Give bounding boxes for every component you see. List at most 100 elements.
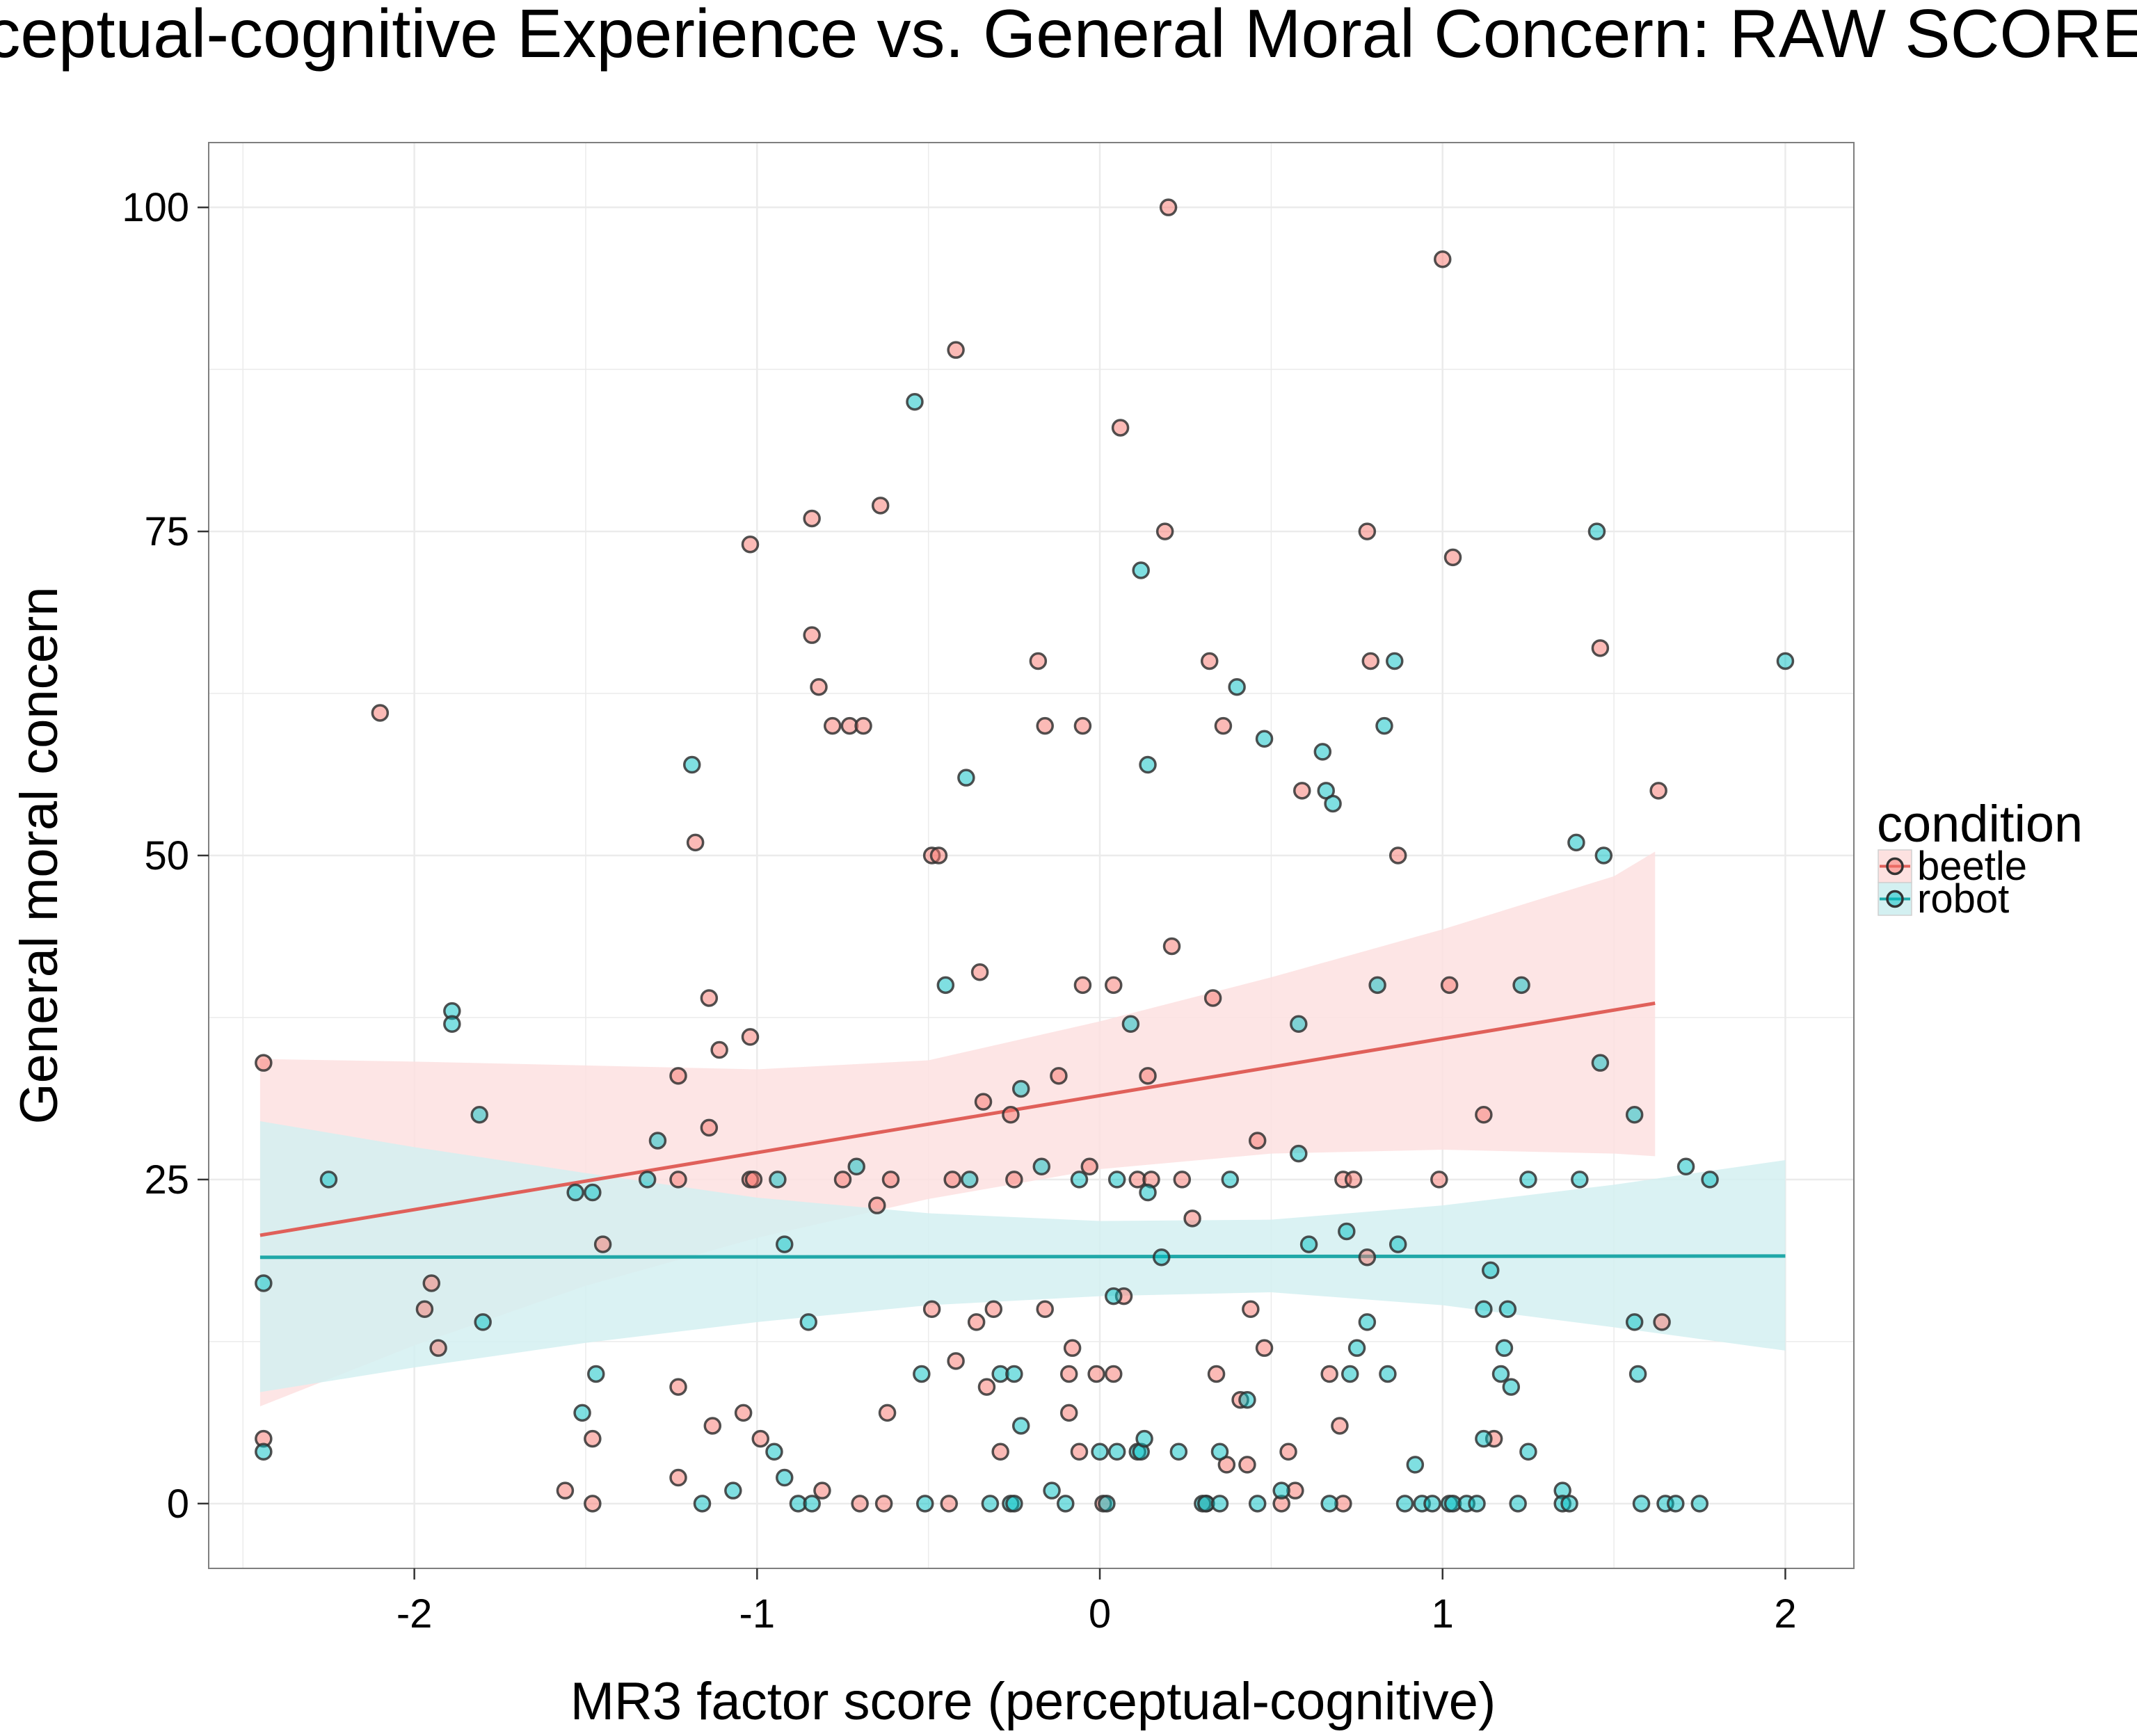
data-point-robot <box>587 1365 605 1383</box>
data-point-robot <box>1005 1365 1023 1383</box>
data-point-beetle <box>803 626 821 644</box>
data-point-beetle <box>1475 1105 1493 1124</box>
data-point-beetle <box>1242 1300 1260 1319</box>
data-point-beetle <box>1203 989 1222 1007</box>
x-axis-title: MR3 factor score (perceptual-cognitive) <box>570 1672 1496 1731</box>
data-point-beetle <box>669 1067 687 1085</box>
regression-lines <box>259 1001 1786 1260</box>
regression-line-robot <box>259 1254 1786 1260</box>
data-point-robot <box>906 392 924 411</box>
data-point-beetle <box>1361 652 1380 670</box>
data-point-robot <box>803 1495 821 1513</box>
data-point-beetle <box>854 716 872 735</box>
data-point-beetle <box>751 1429 770 1448</box>
data-points <box>255 198 1795 1513</box>
data-point-robot <box>1491 1365 1510 1383</box>
x-tick-label: 1 <box>1432 1591 1454 1637</box>
data-point-beetle <box>929 846 948 865</box>
data-point-robot <box>724 1481 742 1500</box>
data-point-beetle <box>1430 1171 1448 1189</box>
data-point-beetle <box>947 1352 965 1370</box>
data-point-beetle <box>744 1171 763 1189</box>
data-point-robot <box>1248 1495 1267 1513</box>
data-point-beetle <box>878 1404 897 1422</box>
data-point-beetle <box>669 1468 687 1487</box>
data-point-robot <box>765 1442 783 1461</box>
data-point-beetle <box>686 833 705 852</box>
data-point-beetle <box>1173 1171 1192 1189</box>
x-tick-label: 0 <box>1089 1591 1111 1637</box>
data-point-robot <box>1358 1313 1377 1331</box>
data-point-robot <box>1210 1442 1229 1461</box>
data-point-robot <box>1676 1157 1695 1176</box>
data-point-beetle <box>1162 937 1181 956</box>
data-point-robot <box>981 1495 1000 1513</box>
data-point-robot <box>1290 1015 1308 1034</box>
data-point-robot <box>682 755 701 774</box>
data-point-robot <box>1423 1495 1441 1513</box>
data-point-beetle <box>1063 1339 1082 1357</box>
data-point-beetle <box>833 1171 852 1189</box>
data-point-robot <box>1591 1054 1610 1072</box>
data-point-robot <box>573 1404 591 1422</box>
data-point-beetle <box>881 1171 900 1189</box>
data-point-robot <box>1139 755 1157 774</box>
data-point-robot <box>1495 1339 1514 1357</box>
data-point-beetle <box>1248 1132 1267 1150</box>
data-point-robot <box>1512 976 1530 995</box>
data-point-robot <box>916 1495 934 1513</box>
data-point-beetle <box>947 341 965 359</box>
data-point-beetle <box>1591 639 1610 657</box>
data-point-robot <box>693 1495 712 1513</box>
data-point-beetle <box>810 677 828 696</box>
data-point-beetle <box>741 535 760 554</box>
data-point-robot <box>1587 522 1606 540</box>
data-point-beetle <box>1279 1442 1297 1461</box>
data-point-beetle <box>1649 782 1667 800</box>
data-point-robot <box>776 1235 794 1253</box>
data-point-beetle <box>868 1196 886 1214</box>
data-point-beetle <box>1111 419 1130 437</box>
data-point-robot <box>1475 1429 1493 1448</box>
data-point-robot <box>1169 1442 1188 1461</box>
data-point-beetle <box>1036 1300 1054 1319</box>
data-point-beetle <box>1105 976 1123 995</box>
data-point-beetle <box>1050 1067 1068 1085</box>
data-point-beetle <box>1214 716 1233 735</box>
data-point-robot <box>1313 743 1332 761</box>
data-point-beetle <box>556 1481 575 1500</box>
data-point-beetle <box>967 1313 986 1331</box>
data-point-robot <box>1139 1183 1157 1202</box>
data-point-robot <box>1379 1365 1397 1383</box>
y-tick-label: 100 <box>122 185 189 230</box>
x-tick-label: -1 <box>739 1591 776 1637</box>
data-point-beetle <box>871 497 890 515</box>
data-point-robot <box>1481 1261 1500 1280</box>
data-point-robot <box>474 1313 492 1331</box>
data-point-robot <box>1632 1495 1651 1513</box>
data-point-robot <box>638 1171 657 1189</box>
y-tick-label: 75 <box>144 509 189 554</box>
data-point-beetle <box>1155 522 1174 540</box>
y-tick-label: 25 <box>144 1157 189 1203</box>
data-point-robot <box>1070 1171 1089 1189</box>
data-point-robot <box>1098 1495 1116 1513</box>
data-point-robot <box>1386 652 1404 670</box>
data-point-beetle <box>429 1339 447 1357</box>
data-point-robot <box>1043 1481 1061 1500</box>
data-point-robot <box>1324 794 1342 813</box>
data-point-beetle <box>1434 250 1452 268</box>
data-point-beetle <box>974 1093 993 1111</box>
data-point-beetle <box>1059 1365 1078 1383</box>
data-point-beetle <box>1105 1365 1123 1383</box>
data-point-robot <box>936 976 955 995</box>
data-point-robot <box>1776 652 1795 670</box>
data-point-robot <box>1571 1171 1589 1189</box>
data-point-robot <box>1132 561 1150 579</box>
data-point-beetle <box>1320 1365 1338 1383</box>
data-point-beetle <box>1344 1171 1363 1189</box>
data-point-robot <box>255 1274 273 1292</box>
data-point-beetle <box>1358 522 1377 540</box>
data-point-robot <box>255 1442 273 1461</box>
